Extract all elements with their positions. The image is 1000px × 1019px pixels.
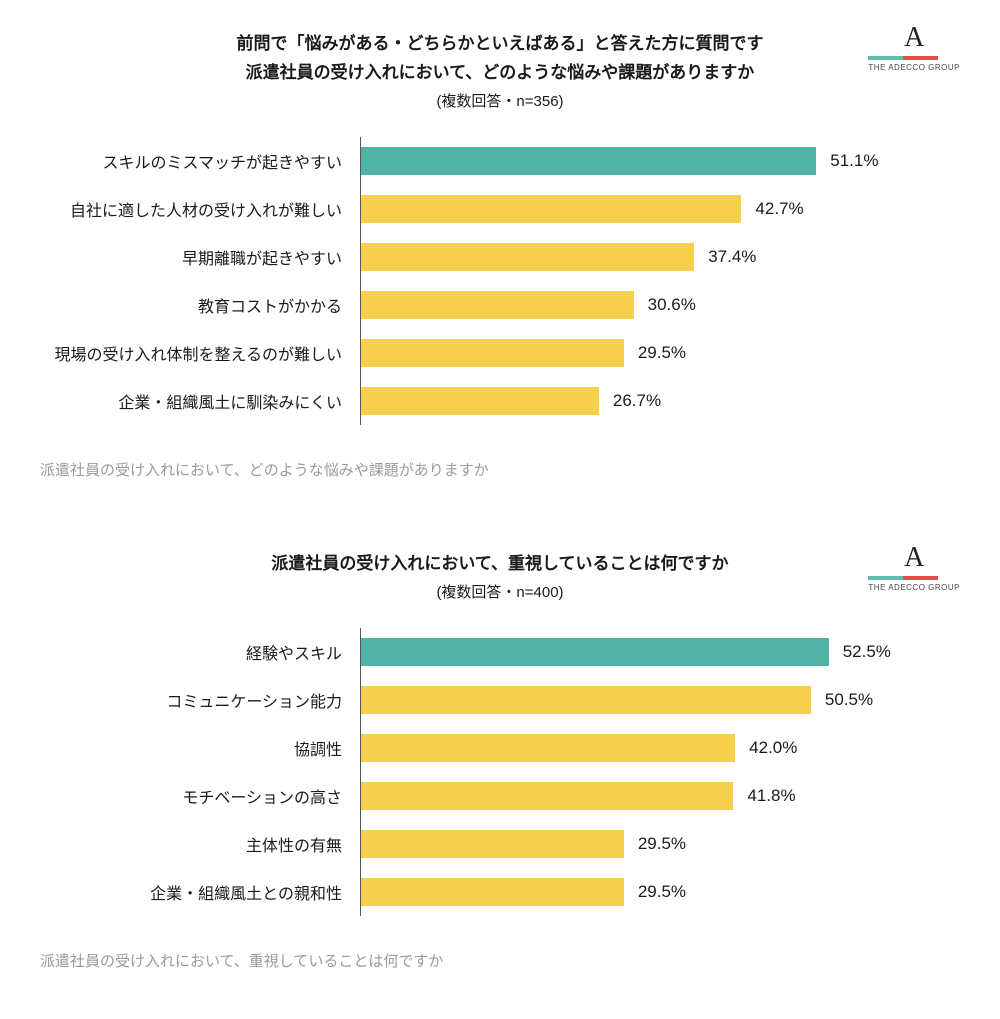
logo: A THE ADECCO GROUP [868,24,960,72]
logo-underline [868,576,938,580]
bar-row: モチベーションの高さ 41.8% [40,772,960,820]
bar-track: 42.0% [360,724,960,772]
bar-row: 主体性の有無 29.5% [40,820,960,868]
bar [361,195,741,223]
bar [361,782,733,810]
chart-title-line: 派遣社員の受け入れにおいて、どのような悩みや課題がありますか [40,59,960,88]
bar-value: 51.1% [830,151,878,171]
bar-label: スキルのミスマッチが起きやすい [40,149,360,173]
bar-value: 29.5% [638,343,686,363]
bar-value: 37.4% [708,247,756,267]
bars-container: 経験やスキル 52.5% コミュニケーション能力 50.5% 協調性 42.0% モチベーシ… [40,628,960,916]
bar-label: 主体性の有無 [40,832,360,856]
bar-label: 現場の受け入れ体制を整えるのが難しい [40,341,360,365]
logo-text: THE ADECCO GROUP [868,583,960,592]
bar [361,387,599,415]
bar-value: 30.6% [648,295,696,315]
bar [361,830,624,858]
bar-row: スキルのミスマッチが起きやすい 51.1% [40,137,960,185]
bar-row: 経験やスキル 52.5% [40,628,960,676]
bar-track: 41.8% [360,772,960,820]
bar-value: 52.5% [843,642,891,662]
bar-row: 企業・組織風土に馴染みにくい 26.7% [40,377,960,425]
bar [361,339,624,367]
bar-track: 29.5% [360,329,960,377]
bar-track: 37.4% [360,233,960,281]
logo: A THE ADECCO GROUP [868,544,960,592]
bar-label: 企業・組織風土に馴染みにくい [40,389,360,413]
bar-track: 52.5% [360,628,960,676]
bar-label: 経験やスキル [40,640,360,664]
bar-row: 教育コストがかかる 30.6% [40,281,960,329]
bar-row: 協調性 42.0% [40,724,960,772]
chart-subtitle: (複数回答・n=356) [40,90,960,111]
chart-caption: 派遣社員の受け入れにおいて、どのような悩みや課題がありますか [0,445,1000,520]
bar-row: 現場の受け入れ体制を整えるのが難しい 29.5% [40,329,960,377]
chart-block-0: ATHE ADECCO GROUP前問で「悩みがある・どちらかといえばある」と答… [0,0,1000,445]
bar-track: 30.6% [360,281,960,329]
bar [361,291,634,319]
bar-label: 自社に適した人材の受け入れが難しい [40,197,360,221]
chart-title-line: 前問で「悩みがある・どちらかといえばある」と答えた方に質問です [40,30,960,59]
bar-value: 41.8% [747,786,795,806]
bar-value: 29.5% [638,882,686,902]
bars-container: スキルのミスマッチが起きやすい 51.1% 自社に適した人材の受け入れが難しい 42.… [40,137,960,425]
bar-track: 42.7% [360,185,960,233]
chart-titles: 前問で「悩みがある・どちらかといえばある」と答えた方に質問です派遣社員の受け入れ… [40,30,960,111]
bar-track: 29.5% [360,820,960,868]
bar-row: 自社に適した人材の受け入れが難しい 42.7% [40,185,960,233]
bar-track: 50.5% [360,676,960,724]
bar-label: 教育コストがかかる [40,293,360,317]
bar-label: モチベーションの高さ [40,784,360,808]
bar [361,243,694,271]
bar-value: 26.7% [613,391,661,411]
bar [361,734,735,762]
bar-row: コミュニケーション能力 50.5% [40,676,960,724]
bar-value: 50.5% [825,690,873,710]
chart-block-1: ATHE ADECCO GROUP派遣社員の受け入れにおいて、重視していることは… [0,520,1000,936]
bar-track: 51.1% [360,137,960,185]
bar [361,878,624,906]
bar-value: 42.7% [755,199,803,219]
bar-label: 協調性 [40,736,360,760]
bar-label: 企業・組織風土との親和性 [40,880,360,904]
bar [361,147,816,175]
bar-track: 26.7% [360,377,960,425]
bar-row: 早期離職が起きやすい 37.4% [40,233,960,281]
chart-subtitle: (複数回答・n=400) [40,581,960,602]
logo-letter: A [868,24,960,52]
bar-value: 42.0% [749,738,797,758]
bar-label: コミュニケーション能力 [40,688,360,712]
logo-underline [868,56,938,60]
chart-titles: 派遣社員の受け入れにおいて、重視していることは何ですか(複数回答・n=400) [40,550,960,602]
bar-label: 早期離職が起きやすい [40,245,360,269]
bar [361,686,811,714]
logo-letter: A [868,544,960,572]
chart-caption: 派遣社員の受け入れにおいて、重視していることは何ですか [0,936,1000,1011]
bar-value: 29.5% [638,834,686,854]
chart-title-line: 派遣社員の受け入れにおいて、重視していることは何ですか [40,550,960,579]
bar [361,638,829,666]
bar-track: 29.5% [360,868,960,916]
logo-text: THE ADECCO GROUP [868,63,960,72]
bar-row: 企業・組織風土との親和性 29.5% [40,868,960,916]
